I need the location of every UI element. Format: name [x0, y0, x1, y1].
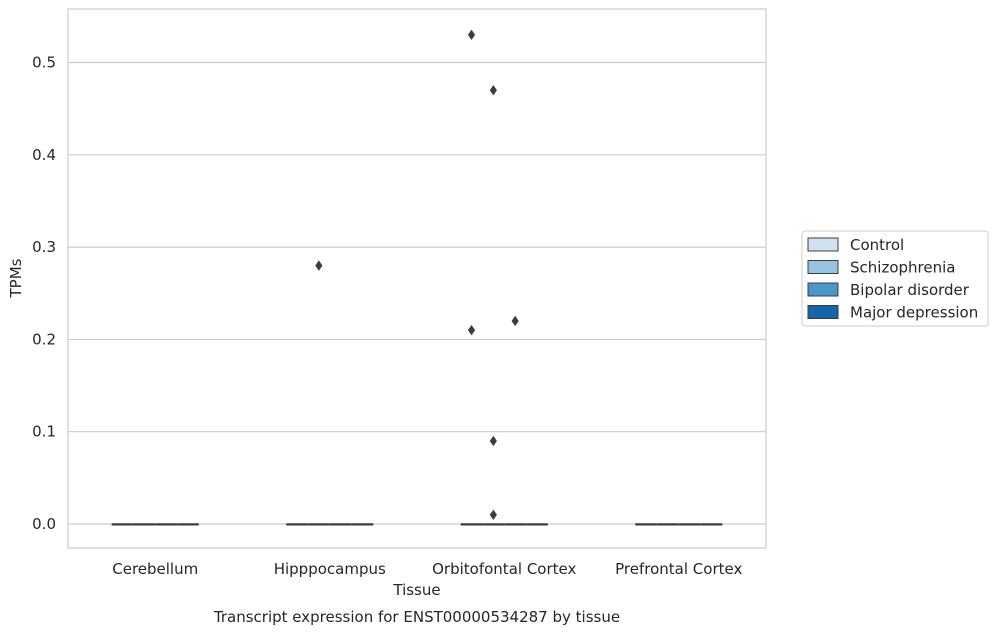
- chart-caption: Transcript expression for ENST0000053428…: [213, 608, 620, 626]
- outlier-points: [315, 29, 519, 520]
- outlier-point: [489, 509, 497, 520]
- y-tick-labels: 0.0 0.1 0.2 0.3 0.4 0.5: [32, 54, 56, 533]
- y-tick-label: 0.2: [32, 330, 56, 348]
- y-tick-label: 0.3: [32, 238, 56, 256]
- legend-swatch: [807, 260, 839, 274]
- legend-swatch: [807, 282, 839, 297]
- y-tick-label: 0.4: [32, 146, 56, 164]
- outlier-point: [511, 315, 519, 327]
- legend-label: Schizophrenia: [850, 259, 955, 277]
- legend-label: Bipolar disorder: [850, 281, 970, 299]
- plot-frame: [67, 8, 767, 549]
- outlier-point: [467, 29, 476, 41]
- x-tick-labels: Cerebellum Hipppocampus Orbitofontal Corte…: [112, 560, 742, 578]
- x-tick-label: Orbitofontal Cortex: [432, 560, 576, 578]
- outlier-point: [489, 435, 497, 447]
- legend-label: Major depression: [850, 304, 978, 322]
- outlier-point: [489, 85, 497, 96]
- plot-area: [68, 9, 766, 548]
- x-tick-label: Prefrontal Cortex: [615, 560, 742, 578]
- box-marks: [111, 523, 723, 526]
- legend: Control Schizophrenia Bipolar disorder Majo…: [801, 230, 989, 327]
- y-tick-label: 0.0: [32, 515, 56, 533]
- x-tick-label: Cerebellum: [112, 560, 198, 578]
- x-tick-label: Hipppocampus: [274, 560, 386, 578]
- legend-label: Control: [850, 236, 904, 254]
- y-tick-label: 0.1: [32, 423, 56, 441]
- outlier-point: [315, 260, 323, 271]
- legend-swatch: [807, 237, 839, 252]
- x-axis-label: Tissue: [392, 581, 440, 599]
- legend-swatch: [807, 305, 839, 319]
- legend-frame: [801, 230, 989, 327]
- y-axis-label: TPMs: [7, 258, 25, 298]
- outlier-point: [467, 324, 476, 336]
- y-tick-label: 0.5: [32, 54, 56, 72]
